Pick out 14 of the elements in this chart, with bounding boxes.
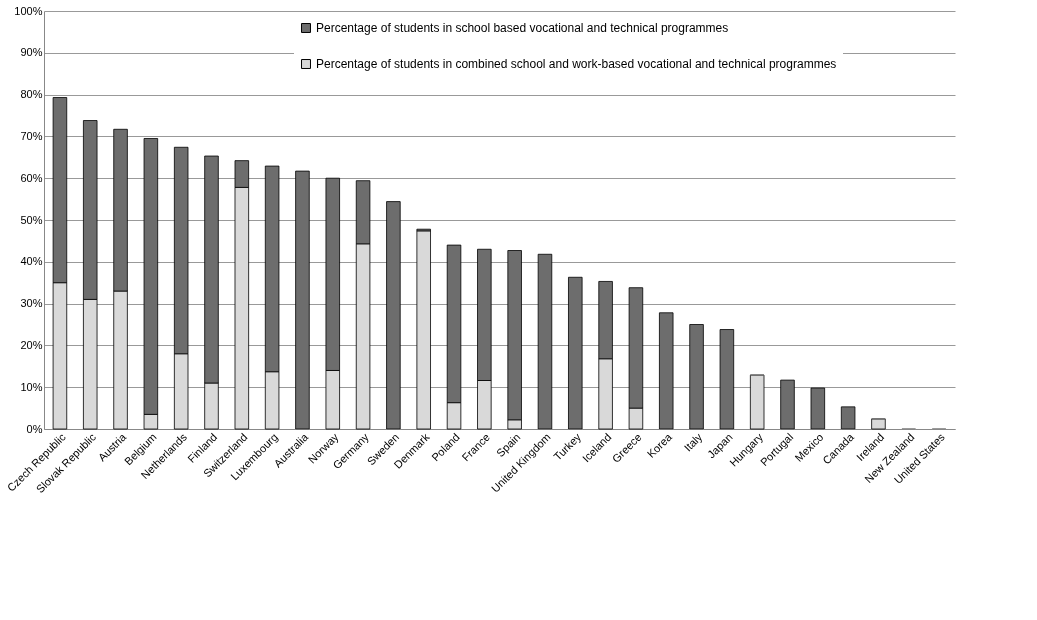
y-tick-label: 70%	[20, 129, 43, 142]
y-tick-label: 20%	[20, 338, 43, 351]
y-tick-label: 40%	[20, 255, 43, 268]
y-tick-label: 90%	[20, 46, 43, 59]
y-tick-label: 80%	[20, 88, 43, 101]
y-tick-label: 30%	[20, 297, 43, 310]
y-tick-label: 60%	[20, 171, 43, 184]
legend-label: Percentage of students in combined school and work-based vocational and technical programmes	[316, 57, 837, 71]
y-tick-label: 50%	[20, 213, 43, 226]
y-tick-label: 100%	[14, 4, 43, 17]
y-tick-label: 0%	[26, 422, 43, 435]
legend-label: Percentage of students in school based vocational and technical programmes	[316, 21, 729, 35]
x-tick-label: Italy	[681, 430, 705, 454]
y-tick-label: 10%	[20, 380, 43, 393]
